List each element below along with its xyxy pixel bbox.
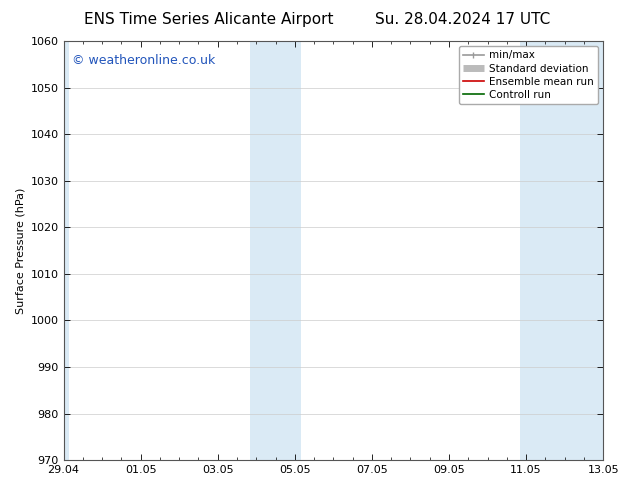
Text: © weatheronline.co.uk: © weatheronline.co.uk bbox=[72, 53, 215, 67]
Bar bbox=[521, 41, 609, 460]
Text: Su. 28.04.2024 17 UTC: Su. 28.04.2024 17 UTC bbox=[375, 12, 550, 27]
Bar bbox=[250, 41, 301, 460]
Legend: min/max, Standard deviation, Ensemble mean run, Controll run: min/max, Standard deviation, Ensemble me… bbox=[459, 46, 598, 104]
Y-axis label: Surface Pressure (hPa): Surface Pressure (hPa) bbox=[15, 187, 25, 314]
Bar bbox=[58, 41, 69, 460]
Text: ENS Time Series Alicante Airport: ENS Time Series Alicante Airport bbox=[84, 12, 334, 27]
